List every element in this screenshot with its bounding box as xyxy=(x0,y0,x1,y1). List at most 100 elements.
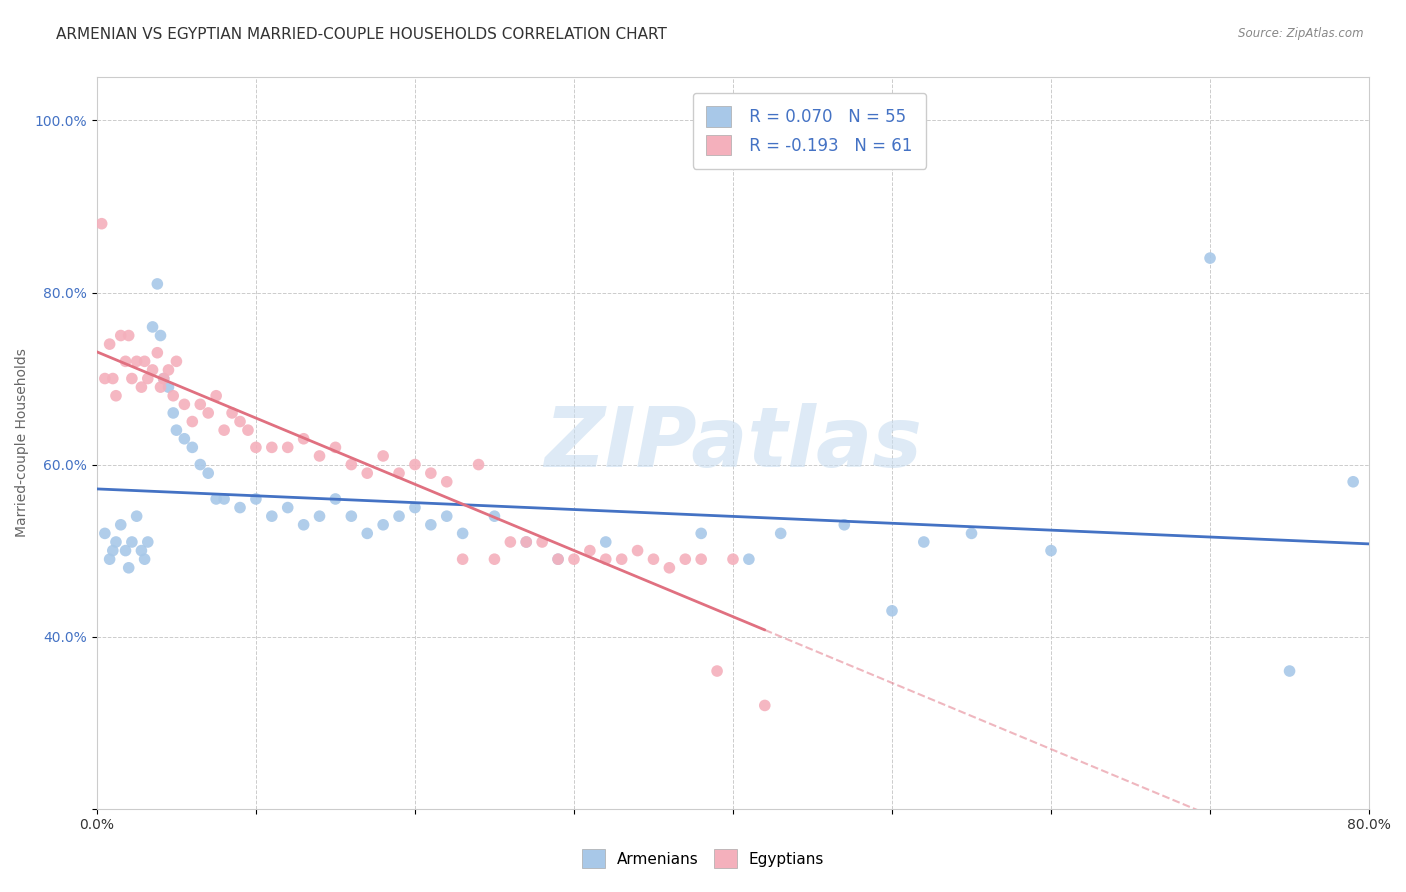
Point xyxy=(451,526,474,541)
Point xyxy=(531,535,554,549)
Point xyxy=(404,500,426,515)
Point xyxy=(131,380,153,394)
Point xyxy=(245,441,267,455)
Point xyxy=(212,491,235,506)
Point xyxy=(547,552,569,566)
Point xyxy=(197,406,219,420)
Point xyxy=(610,552,633,566)
Point xyxy=(673,552,696,566)
Point xyxy=(134,354,156,368)
Point xyxy=(101,543,124,558)
Point xyxy=(547,552,569,566)
Point xyxy=(340,458,363,472)
Point xyxy=(404,458,426,472)
Point xyxy=(188,458,211,472)
Point xyxy=(221,406,243,420)
Legend: Armenians, Egyptians: Armenians, Egyptians xyxy=(574,841,832,875)
Point xyxy=(136,535,159,549)
Point xyxy=(562,552,585,566)
Point xyxy=(690,526,713,541)
Point xyxy=(308,449,330,463)
Point xyxy=(325,491,347,506)
Point xyxy=(94,371,117,385)
Point xyxy=(880,604,903,618)
Point xyxy=(515,535,537,549)
Point xyxy=(125,509,148,524)
Point xyxy=(658,561,681,575)
Point xyxy=(197,466,219,480)
Point xyxy=(121,535,143,549)
Point xyxy=(769,526,792,541)
Point xyxy=(690,552,713,566)
Point xyxy=(121,371,143,385)
Point xyxy=(114,543,136,558)
Point xyxy=(467,458,489,472)
Point xyxy=(181,415,204,429)
Point xyxy=(188,397,211,411)
Point xyxy=(98,552,121,566)
Point xyxy=(142,320,165,334)
Point xyxy=(356,466,378,480)
Point xyxy=(205,491,228,506)
Point xyxy=(484,552,506,566)
Point xyxy=(721,552,744,566)
Point xyxy=(260,441,283,455)
Point xyxy=(292,517,315,532)
Point xyxy=(98,337,121,351)
Point xyxy=(277,441,299,455)
Point xyxy=(152,371,174,385)
Point xyxy=(229,415,252,429)
Point xyxy=(142,363,165,377)
Point xyxy=(146,345,169,359)
Point xyxy=(754,698,776,713)
Point xyxy=(499,535,522,549)
Point xyxy=(118,561,141,575)
Point xyxy=(173,397,195,411)
Point xyxy=(131,543,153,558)
Point xyxy=(149,328,172,343)
Point xyxy=(419,517,441,532)
Point xyxy=(181,441,204,455)
Point xyxy=(101,371,124,385)
Point xyxy=(1278,664,1301,678)
Point xyxy=(484,509,506,524)
Point xyxy=(110,328,132,343)
Point xyxy=(419,466,441,480)
Point xyxy=(706,664,728,678)
Point xyxy=(643,552,665,566)
Text: ARMENIAN VS EGYPTIAN MARRIED-COUPLE HOUSEHOLDS CORRELATION CHART: ARMENIAN VS EGYPTIAN MARRIED-COUPLE HOUS… xyxy=(56,27,666,42)
Point xyxy=(515,535,537,549)
Point xyxy=(1341,475,1364,489)
Point xyxy=(308,509,330,524)
Point xyxy=(325,441,347,455)
Point xyxy=(162,389,184,403)
Point xyxy=(1199,251,1222,265)
Point xyxy=(960,526,983,541)
Point xyxy=(373,517,395,532)
Point xyxy=(205,389,228,403)
Point xyxy=(595,535,617,549)
Point xyxy=(162,406,184,420)
Point xyxy=(165,423,187,437)
Point xyxy=(165,354,187,368)
Point xyxy=(451,552,474,566)
Point xyxy=(110,517,132,532)
Point xyxy=(436,475,458,489)
Point xyxy=(236,423,259,437)
Point xyxy=(373,449,395,463)
Y-axis label: Married-couple Households: Married-couple Households xyxy=(15,349,30,538)
Point xyxy=(595,552,617,566)
Point xyxy=(173,432,195,446)
Point xyxy=(579,543,602,558)
Point xyxy=(1040,543,1063,558)
Point xyxy=(832,517,855,532)
Point xyxy=(245,491,267,506)
Point xyxy=(436,509,458,524)
Text: ZIPatlas: ZIPatlas xyxy=(544,402,922,483)
Point xyxy=(94,526,117,541)
Point xyxy=(212,423,235,437)
Point xyxy=(114,354,136,368)
Point xyxy=(626,543,648,558)
Point xyxy=(90,217,112,231)
Point xyxy=(125,354,148,368)
